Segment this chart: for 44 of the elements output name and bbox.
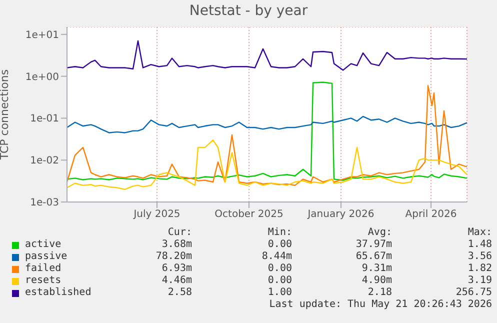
legend-label: established bbox=[25, 287, 92, 299]
text: 2.18 bbox=[366, 287, 392, 299]
text: 3.19 bbox=[466, 275, 492, 287]
text: 4.90m bbox=[360, 275, 392, 287]
text: 6.93m bbox=[160, 263, 192, 275]
legend-label: active bbox=[25, 239, 62, 251]
line-series bbox=[67, 40, 467, 71]
y-tick-label: 1e-02 bbox=[30, 156, 59, 167]
legend-label: failed bbox=[25, 263, 62, 275]
y-tick-label: 1e+01 bbox=[25, 30, 59, 41]
text: 256.75 bbox=[454, 287, 492, 299]
text: 0.00 bbox=[266, 275, 292, 287]
y-axis-title: TCP connections bbox=[0, 69, 11, 161]
text: 3.56 bbox=[466, 251, 492, 263]
text: 65.67m bbox=[354, 251, 392, 263]
text: 1.00 bbox=[266, 287, 292, 299]
line-series bbox=[67, 140, 467, 190]
y-tick-label: 1e+00 bbox=[25, 72, 59, 83]
y-tick-label: 1e-03 bbox=[30, 198, 59, 209]
text: Avg: bbox=[366, 227, 392, 239]
y-tick-label: 1e-01 bbox=[30, 114, 59, 125]
text: Cur: bbox=[166, 227, 192, 239]
text: 37.97m bbox=[354, 239, 392, 251]
legend-label: passive bbox=[25, 251, 68, 263]
text: 1.48 bbox=[466, 239, 492, 251]
text: 1.82 bbox=[466, 263, 492, 275]
line-series bbox=[67, 116, 467, 134]
legend-label: resets bbox=[25, 275, 62, 287]
text: 8.44m bbox=[260, 251, 292, 263]
text: 9.31m bbox=[360, 263, 392, 275]
text: Max: bbox=[466, 227, 492, 239]
text: 0.00 bbox=[266, 239, 292, 251]
text: Min: bbox=[266, 227, 292, 239]
text: 3.68m bbox=[160, 239, 192, 251]
x-tick-label: July 2025 bbox=[132, 209, 180, 220]
text: Last update: Thu May 21 20:26:43 2026 bbox=[268, 299, 492, 311]
text: 4.46m bbox=[160, 275, 192, 287]
x-tick-label: January 2026 bbox=[306, 209, 374, 220]
x-tick-label: October 2025 bbox=[214, 209, 284, 220]
chart-title: Netstat - by year bbox=[188, 3, 309, 19]
x-tick-label: April 2026 bbox=[405, 209, 457, 220]
text: 2.58 bbox=[166, 287, 192, 299]
text: 78.20m bbox=[154, 251, 192, 263]
text: 0.00 bbox=[266, 263, 292, 275]
